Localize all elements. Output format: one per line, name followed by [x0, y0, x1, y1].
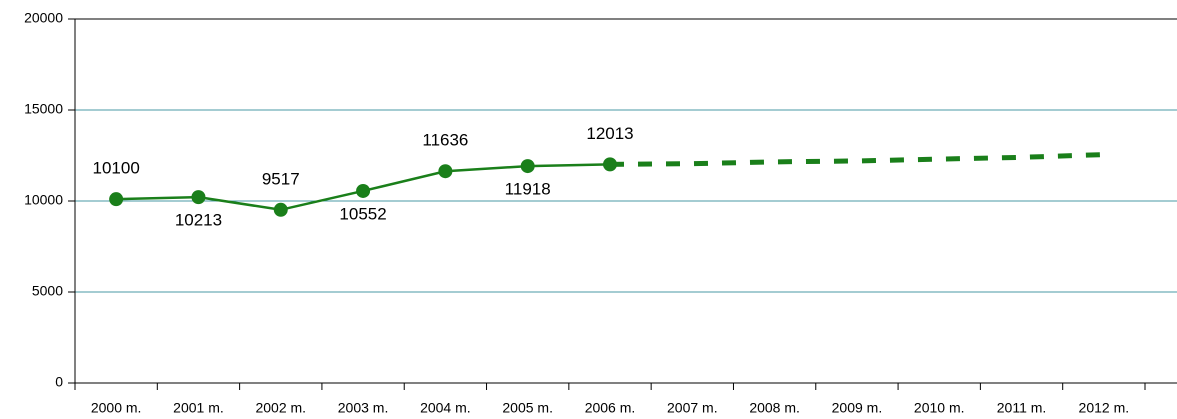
data-label: 12013: [586, 124, 633, 143]
marker: [191, 190, 206, 205]
y-tick-label: 5000: [32, 283, 63, 299]
y-tick-label: 0: [55, 374, 63, 390]
marker: [520, 159, 535, 174]
y-tick-label: 10000: [24, 192, 63, 208]
data-label: 9517: [262, 169, 300, 188]
x-tick-label: 2011 m.: [997, 400, 1047, 416]
data-label: 11918: [505, 180, 551, 199]
marker: [438, 164, 453, 179]
x-tick-label: 2010 m.: [914, 400, 965, 416]
data-label: 10552: [339, 204, 386, 223]
x-tick-label: 2005 m.: [502, 400, 553, 416]
series-line: [609, 152, 1104, 167]
x-tick-label: 2006 m.: [585, 400, 636, 416]
y-tick-label: 20000: [24, 10, 63, 26]
x-tick-label: 2008 m.: [749, 400, 800, 416]
data-label: 11636: [422, 131, 468, 150]
x-tick-label: 2007 m.: [667, 400, 718, 416]
x-tick-label: 2012 m.: [1079, 400, 1130, 416]
y-tick-label: 15000: [24, 101, 63, 117]
x-tick-label: 2002 m.: [255, 400, 306, 416]
x-tick-label: 2003 m.: [338, 400, 389, 416]
marker: [273, 202, 288, 217]
marker: [356, 183, 371, 198]
x-tick-label: 2009 m.: [832, 400, 883, 416]
x-tick-label: 2004 m.: [420, 400, 471, 416]
data-label: 10100: [93, 159, 140, 178]
x-tick-label: 2000 m.: [91, 400, 142, 416]
marker: [109, 192, 124, 207]
x-tick-label: 2001 m.: [173, 400, 224, 416]
data-label: 10213: [175, 211, 222, 230]
